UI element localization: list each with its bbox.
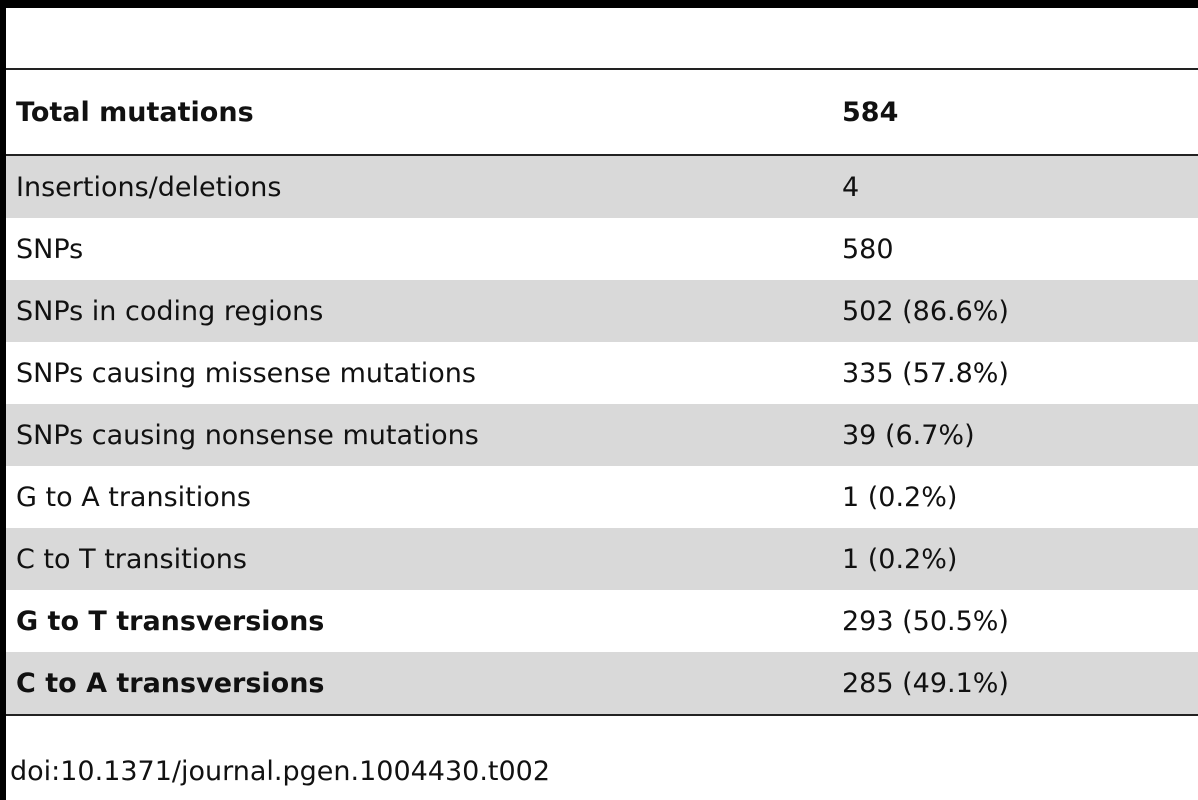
table-row: SNPs 580 — [6, 218, 1198, 280]
row-value-cell: 285 (49.1%) — [832, 652, 1198, 716]
row-label-cell: SNPs causing missense mutations — [16, 357, 476, 389]
table-header-row: Total mutations 584 — [6, 70, 1198, 156]
left-border-rule — [0, 0, 6, 800]
table-row: SNPs causing missense mutations 335 (57.… — [6, 342, 1198, 404]
table-doi-footer: doi:10.1371/journal.pgen.1004430.t002 — [10, 756, 551, 787]
row-label-cell: Insertions/deletions — [6, 155, 832, 218]
row-value-cell: 1 (0.2%) — [842, 481, 958, 513]
table-row: G to A transitions 1 (0.2%) — [6, 466, 1198, 528]
table-row: C to A transversions 285 (49.1%) — [6, 652, 1198, 716]
table-row: SNPs in coding regions 502 (86.6%) — [6, 280, 1198, 342]
row-value-cell: 580 — [842, 233, 894, 265]
row-value-cell: 335 (57.8%) — [842, 357, 1009, 389]
row-label-cell: SNPs — [16, 233, 84, 265]
table-row: SNPs causing nonsense mutations 39 (6.7%… — [6, 404, 1198, 466]
header-value-cell: 584 — [832, 70, 1198, 156]
table-top-rule — [6, 0, 1198, 8]
row-label-cell: C to T transitions — [6, 528, 832, 590]
table-caption-spacer — [6, 8, 1198, 70]
header-label-cell: Total mutations — [6, 70, 832, 156]
row-label-cell: C to A transversions — [6, 652, 832, 716]
row-value-cell: 1 (0.2%) — [832, 528, 1198, 590]
table-row: C to T transitions 1 (0.2%) — [6, 528, 1198, 590]
row-value-cell: 4 — [832, 155, 1198, 218]
row-label-cell: SNPs in coding regions — [6, 280, 832, 342]
table-row: Insertions/deletions 4 — [6, 155, 1198, 218]
row-label-cell: SNPs causing nonsense mutations — [6, 404, 832, 466]
table-row: G to T transversions 293 (50.5%) — [6, 590, 1198, 652]
row-value-cell: 293 (50.5%) — [842, 605, 1009, 637]
row-value-cell: 502 (86.6%) — [832, 280, 1198, 342]
row-label-cell: G to T transversions — [16, 605, 325, 637]
row-label-cell: G to A transitions — [16, 481, 251, 513]
row-value-cell: 39 (6.7%) — [832, 404, 1198, 466]
mutation-summary-table: Total mutations 584 Insertions/deletions… — [6, 70, 1198, 716]
mutation-summary-table-container: Total mutations 584 Insertions/deletions… — [6, 0, 1198, 716]
